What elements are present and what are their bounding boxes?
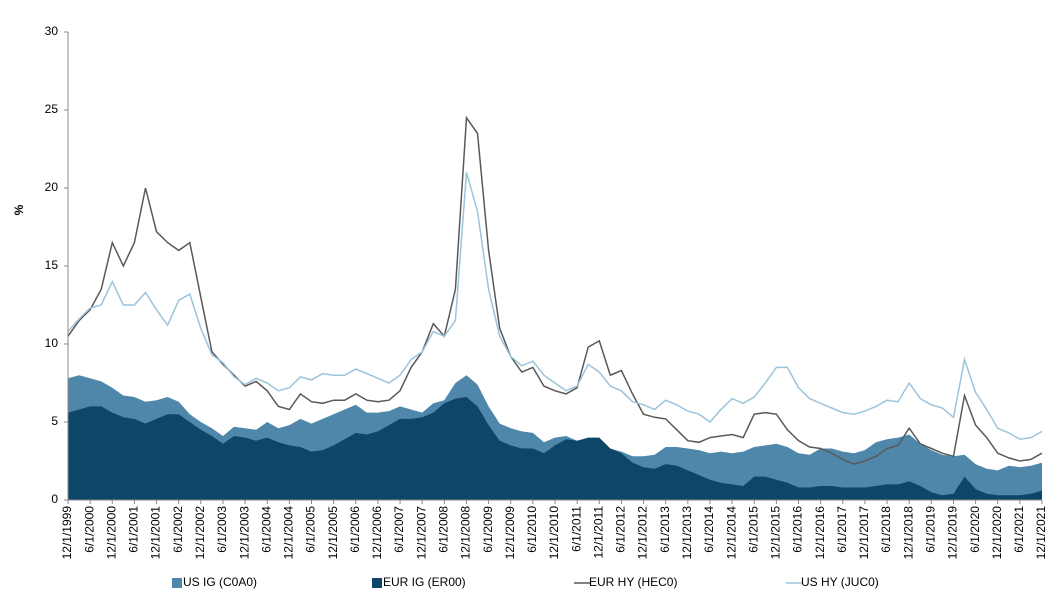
x-tick-label: 6/1/2009	[481, 506, 495, 553]
x-tick-label: 12/1/2004	[282, 506, 296, 560]
x-tick-label: 12/1/2008	[459, 506, 473, 560]
x-tick-label: 6/1/2012	[614, 506, 628, 553]
x-tick-label: 12/1/2009	[503, 506, 517, 560]
x-tick-label: 6/1/2019	[923, 506, 937, 553]
y-tick-label: 15	[45, 258, 59, 272]
x-tick-label: 6/1/2002	[171, 506, 185, 553]
x-tick-label: 12/1/2020	[990, 506, 1004, 560]
y-axis-label: %	[12, 204, 26, 215]
x-tick-label: 6/1/2008	[436, 506, 450, 553]
x-tick-label: 12/1/2010	[547, 506, 561, 560]
y-tick-label: 20	[45, 180, 59, 194]
x-tick-label: 12/1/2016	[813, 506, 827, 560]
x-tick-label: 12/1/2001	[149, 506, 163, 560]
x-tick-label: 12/1/2018	[901, 506, 915, 560]
y-tick-label: 0	[51, 492, 58, 506]
x-tick-label: 6/1/2016	[791, 506, 805, 553]
y-tick-label: 10	[45, 336, 59, 350]
x-tick-label: 6/1/2000	[82, 506, 96, 553]
x-tick-label: 12/1/2003	[237, 506, 251, 560]
legend-swatch	[372, 578, 382, 588]
x-tick-label: 12/1/2021	[1034, 506, 1048, 560]
legend-label: EUR HY (HEC0)	[589, 575, 677, 589]
x-tick-label: 12/1/2013	[680, 506, 694, 560]
x-tick-label: 12/1/2006	[370, 506, 384, 560]
legend-swatch	[172, 578, 182, 588]
x-tick-label: 6/1/2007	[392, 506, 406, 553]
line	[67, 115, 1043, 465]
legend-label: US HY (JUC0)	[801, 575, 879, 589]
x-tick-label: 12/1/2000	[104, 506, 118, 560]
x-tick-label: 12/1/2002	[193, 506, 207, 560]
x-tick-label: 6/1/2003	[215, 506, 229, 553]
x-tick-label: 6/1/2013	[658, 506, 672, 553]
x-tick-label: 6/1/2020	[968, 506, 982, 553]
legend-label: US IG (C0A0)	[183, 575, 257, 589]
y-tick-label: 5	[51, 414, 58, 428]
x-tick-label: 6/1/2004	[259, 506, 273, 553]
x-tick-label: 12/1/2005	[326, 506, 340, 560]
x-tick-label: 6/1/2006	[348, 506, 362, 553]
x-tick-label: 12/1/2019	[946, 506, 960, 560]
x-tick-label: 12/1/2011	[591, 506, 605, 559]
x-tick-label: 12/1/2007	[414, 506, 428, 560]
y-tick-label: 25	[45, 102, 59, 116]
line	[67, 172, 1043, 440]
x-tick-label: 12/1/2017	[857, 506, 871, 560]
x-tick-label: 12/1/2015	[769, 506, 783, 560]
x-tick-label: 6/1/2015	[746, 506, 760, 553]
x-tick-label: 6/1/2010	[525, 506, 539, 553]
x-tick-label: 6/1/2011	[569, 506, 583, 552]
y-tick-label: 30	[45, 24, 59, 38]
x-tick-label: 6/1/2018	[879, 506, 893, 553]
x-tick-label: 12/1/1999	[60, 506, 74, 560]
x-tick-label: 12/1/2014	[724, 506, 738, 560]
area	[68, 397, 1042, 500]
x-tick-label: 6/1/2005	[304, 506, 318, 553]
x-tick-label: 12/1/2012	[636, 506, 650, 560]
x-tick-label: 6/1/2001	[127, 506, 141, 553]
x-tick-label: 6/1/2021	[1012, 506, 1026, 553]
x-tick-label: 6/1/2017	[835, 506, 849, 553]
x-tick-label: 6/1/2014	[702, 506, 716, 553]
legend-label: EUR IG (ER00)	[383, 575, 466, 589]
